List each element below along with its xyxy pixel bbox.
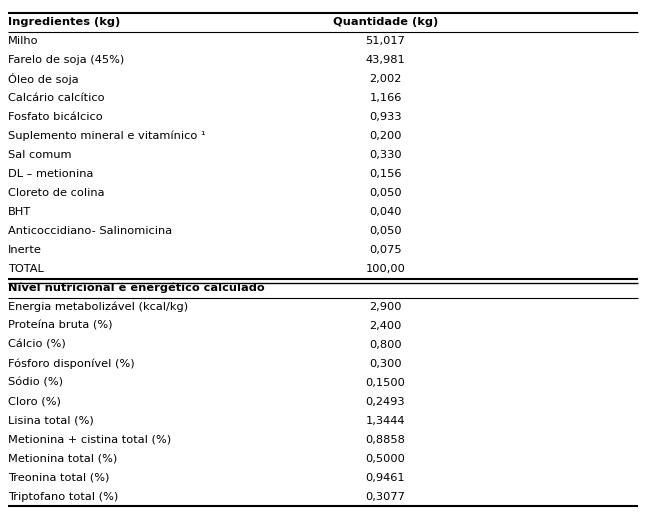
Text: Inerte: Inerte	[8, 245, 41, 255]
Text: 0,5000: 0,5000	[365, 454, 406, 464]
Text: Fosfato bicálcico: Fosfato bicálcico	[8, 112, 102, 122]
Text: 100,00: 100,00	[365, 264, 406, 274]
Text: Quantidade (kg): Quantidade (kg)	[333, 17, 438, 27]
Text: 43,981: 43,981	[365, 56, 406, 65]
Text: 2,002: 2,002	[369, 75, 402, 84]
Text: Farelo de soja (45%): Farelo de soja (45%)	[8, 56, 124, 65]
Text: Calcário calcítico: Calcário calcítico	[8, 93, 104, 103]
Text: 0,800: 0,800	[369, 340, 402, 350]
Text: Cálcio (%): Cálcio (%)	[8, 340, 65, 350]
Text: Lisina total (%): Lisina total (%)	[8, 416, 93, 426]
Text: Energia metabolizável (kcal/kg): Energia metabolizável (kcal/kg)	[8, 302, 188, 313]
Text: 51,017: 51,017	[365, 36, 406, 46]
Text: 0,9461: 0,9461	[365, 473, 406, 483]
Text: 2,400: 2,400	[369, 321, 402, 331]
Text: 2,900: 2,900	[369, 302, 402, 312]
Text: DL – metionina: DL – metionina	[8, 169, 93, 179]
Text: Treonina total (%): Treonina total (%)	[8, 473, 109, 483]
Text: 0,1500: 0,1500	[365, 378, 406, 388]
Text: Anticoccidiano- Salinomicina: Anticoccidiano- Salinomicina	[8, 226, 172, 236]
Text: 0,3077: 0,3077	[365, 492, 406, 502]
Text: Óleo de soja: Óleo de soja	[8, 74, 78, 85]
Text: 0,050: 0,050	[369, 188, 402, 198]
Text: Cloreto de colina: Cloreto de colina	[8, 188, 104, 198]
Text: Cloro (%): Cloro (%)	[8, 397, 61, 407]
Text: TOTAL: TOTAL	[8, 264, 43, 274]
Text: Proteína bruta (%): Proteína bruta (%)	[8, 321, 112, 331]
Text: Suplemento mineral e vitamínico ¹: Suplemento mineral e vitamínico ¹	[8, 131, 205, 141]
Text: 1,3444: 1,3444	[366, 416, 405, 426]
Text: Triptofano total (%): Triptofano total (%)	[8, 492, 118, 502]
Text: Sódio (%): Sódio (%)	[8, 378, 63, 388]
Text: 0,050: 0,050	[369, 226, 402, 236]
Text: Nível nutricional e energético calculado: Nível nutricional e energético calculado	[8, 283, 264, 293]
Text: 0,300: 0,300	[369, 359, 402, 369]
Text: Metionina + cistina total (%): Metionina + cistina total (%)	[8, 435, 171, 445]
Text: 0,2493: 0,2493	[365, 397, 406, 407]
Text: 0,200: 0,200	[369, 131, 402, 141]
Text: BHT: BHT	[8, 207, 31, 217]
Text: Sal comum: Sal comum	[8, 150, 71, 160]
Text: 0,330: 0,330	[369, 150, 402, 160]
Text: Metionina total (%): Metionina total (%)	[8, 454, 117, 464]
Text: 0,156: 0,156	[369, 169, 402, 179]
Text: Fósforo disponível (%): Fósforo disponível (%)	[8, 359, 134, 369]
Text: 1,166: 1,166	[369, 93, 402, 103]
Text: 0,8858: 0,8858	[365, 435, 406, 445]
Text: Ingredientes (kg): Ingredientes (kg)	[8, 17, 120, 27]
Text: 0,933: 0,933	[369, 112, 402, 122]
Text: Milho: Milho	[8, 36, 38, 46]
Text: 0,075: 0,075	[369, 245, 402, 255]
Text: 0,040: 0,040	[369, 207, 402, 217]
